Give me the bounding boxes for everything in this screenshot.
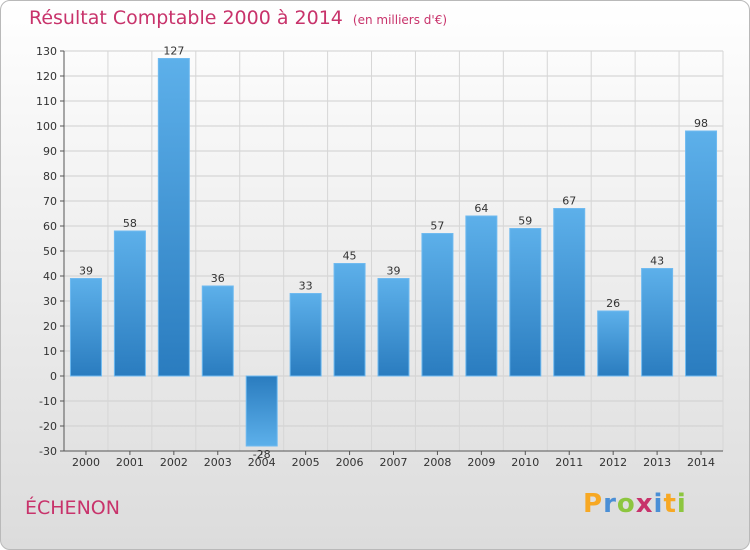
data-label: 33 (299, 280, 313, 293)
y-tick-label: 40 (43, 270, 57, 283)
bar (509, 228, 542, 377)
y-tick-label: 20 (43, 320, 57, 333)
x-tick-label: 2006 (336, 456, 364, 469)
axes: -30 -20 -10 0 10 20 30 40 50 60 70 80 90 100 110 120 130… (36, 45, 723, 469)
title-unit: (en milliers d'€) (352, 13, 448, 27)
data-label: 98 (694, 117, 708, 130)
bar (333, 263, 366, 377)
x-tick-label: 2013 (643, 456, 671, 469)
bar (553, 208, 586, 377)
y-tick-label: 90 (43, 145, 57, 158)
y-tick-label: 110 (36, 95, 57, 108)
commune-name: ÉCHENON (25, 497, 120, 519)
y-tick-label: 0 (50, 370, 57, 383)
y-tick-label: -30 (39, 445, 57, 458)
data-label: 39 (79, 265, 93, 278)
data-label: 58 (123, 217, 137, 230)
x-tick-label: 2011 (555, 456, 583, 469)
x-tick-label: 2005 (292, 456, 320, 469)
x-tick-label: 2010 (511, 456, 539, 469)
data-label: 57 (430, 220, 444, 233)
x-tick-label: 2003 (204, 456, 232, 469)
x-tick-label: 2007 (380, 456, 408, 469)
data-label: 43 (650, 255, 664, 268)
logo-letter: r (603, 489, 617, 519)
y-tick-label: 100 (36, 120, 57, 133)
logo-letter: t (663, 489, 677, 519)
y-tick-label: -20 (39, 420, 57, 433)
bar (377, 278, 410, 377)
x-tick-label: 2001 (116, 456, 144, 469)
bar (597, 310, 630, 377)
data-label: 67 (562, 195, 576, 208)
bar (157, 58, 190, 377)
y-tick-label: 10 (43, 345, 57, 358)
data-label: 26 (606, 297, 620, 310)
x-tick-label: 2014 (687, 456, 715, 469)
data-label: 127 (163, 45, 184, 58)
labels: 39 58 127 36 -28 33 45 39 57 64 59 67 26 43 98 (79, 45, 708, 462)
bar (289, 293, 322, 377)
data-label: 36 (211, 272, 225, 285)
y-tick-label: 80 (43, 170, 57, 183)
logo-letter: i (676, 489, 687, 519)
bar (685, 130, 718, 377)
data-label: 45 (343, 250, 357, 263)
x-tick-label: 2004 (248, 456, 276, 469)
logo-letter: o (616, 489, 636, 519)
bar (201, 285, 234, 377)
bar (641, 268, 674, 377)
bar (421, 233, 454, 377)
y-tick-label: 70 (43, 195, 57, 208)
data-label: 39 (387, 265, 401, 278)
y-tick-label: 30 (43, 295, 57, 308)
bars (69, 58, 718, 447)
proxiti-logo: Proxiti (583, 489, 687, 519)
x-tick-label: 2012 (599, 456, 627, 469)
data-label: 59 (518, 215, 532, 228)
title-text: Résultat Comptable 2000 à 2014 (29, 7, 343, 29)
bar (245, 375, 278, 447)
y-tick-label: 120 (36, 70, 57, 83)
chart-title: Résultat Comptable 2000 à 2014 (en millie… (29, 7, 447, 29)
y-tick-label: 50 (43, 245, 57, 258)
y-tick-label: -10 (39, 395, 57, 408)
x-tick-label: 2000 (72, 456, 100, 469)
bar (69, 278, 102, 377)
x-tick-label: 2002 (160, 456, 188, 469)
bar (465, 215, 498, 377)
logo-letter: P (583, 489, 604, 519)
logo-letter: x (635, 489, 654, 519)
bar (113, 230, 146, 377)
logo-letter: i (653, 489, 664, 519)
y-tick-label: 60 (43, 220, 57, 233)
data-label: 64 (474, 202, 488, 215)
data-label: -28 (253, 448, 271, 461)
x-tick-label: 2009 (467, 456, 495, 469)
y-tick-label: 130 (36, 45, 57, 58)
x-tick-label: 2008 (423, 456, 451, 469)
